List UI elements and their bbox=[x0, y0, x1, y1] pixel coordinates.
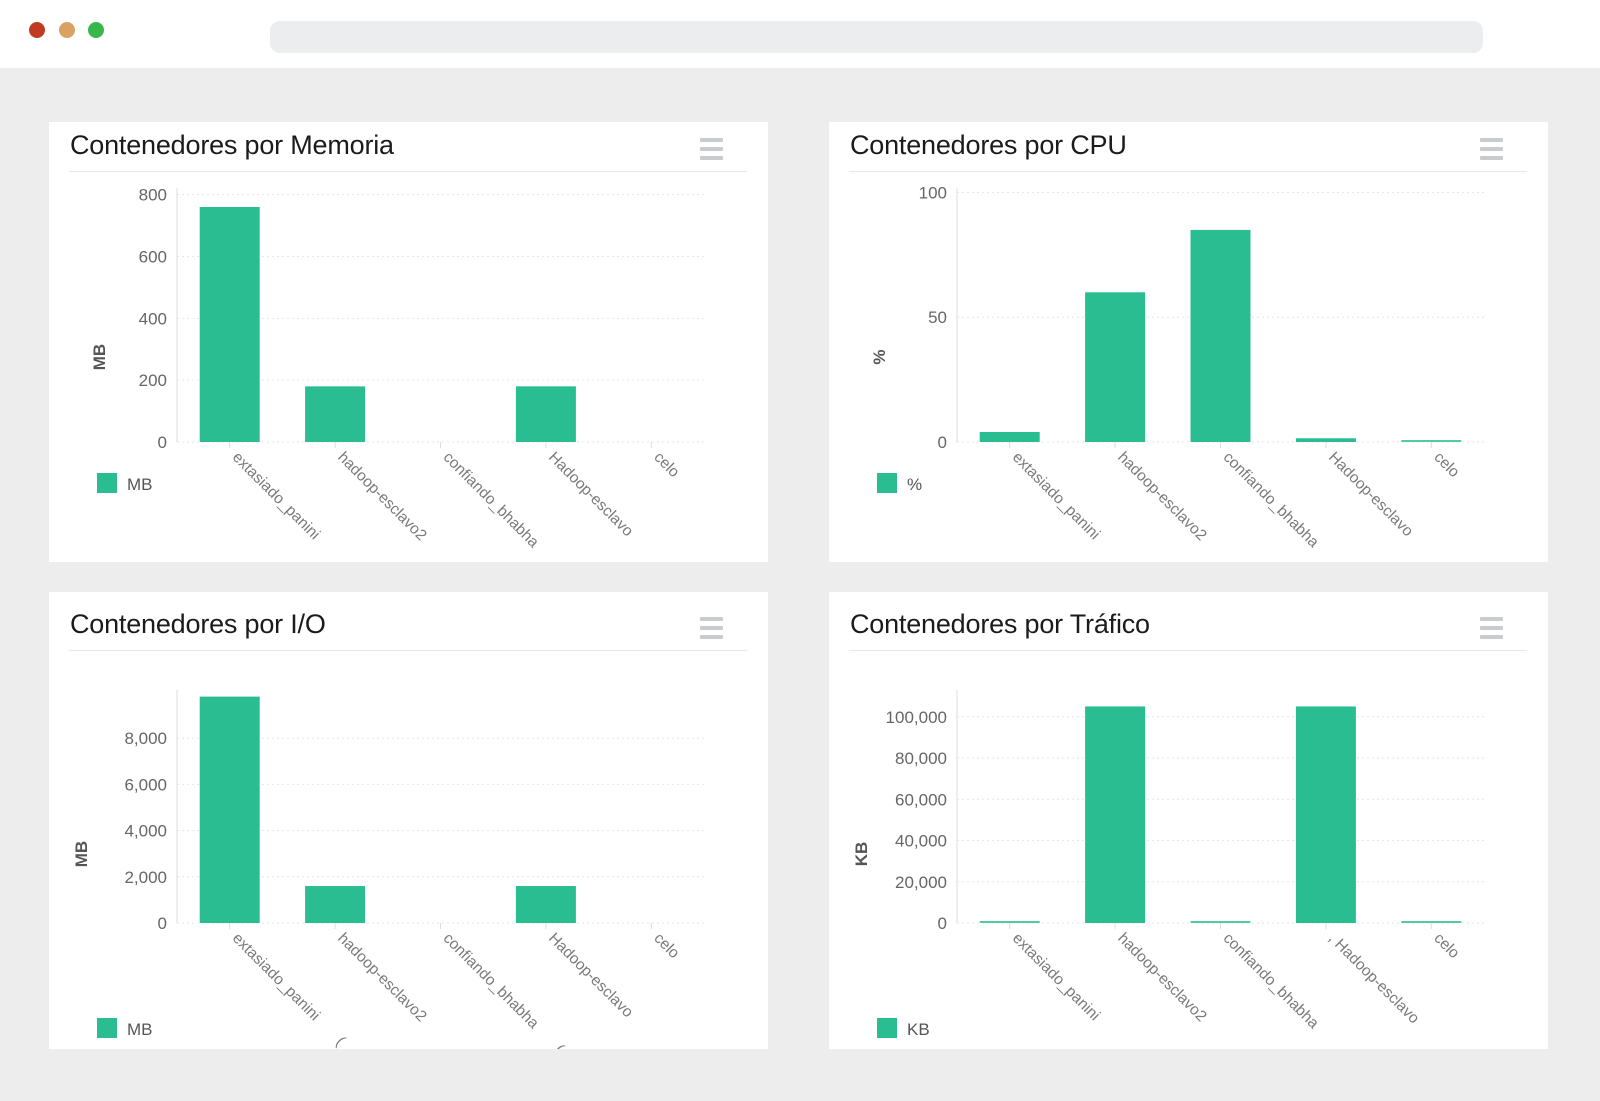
x-category-label: Hadoop-esclavo bbox=[545, 930, 636, 1021]
bar[interactable] bbox=[1085, 706, 1146, 923]
y-tick-label: 0 bbox=[158, 433, 167, 452]
x-category-label: celo bbox=[1430, 449, 1462, 481]
y-tick-label: 400 bbox=[139, 309, 167, 328]
legend-item[interactable]: % bbox=[877, 473, 922, 494]
legend-swatch-icon bbox=[97, 1018, 117, 1038]
bar-chart-cpu: 0 50 100 extasiado_panini hadoop-esclavo2 con… bbox=[870, 183, 1484, 551]
y-tick-label: 6,000 bbox=[124, 775, 167, 794]
y-axis-title: MB bbox=[72, 841, 91, 867]
y-axis-title: MB bbox=[90, 344, 109, 370]
legend-swatch-icon bbox=[97, 473, 117, 493]
x-category-label: hadoop-esclavo2 , bbox=[334, 930, 460, 1049]
legend-item[interactable]: MB bbox=[97, 1018, 153, 1039]
bar[interactable] bbox=[1085, 292, 1146, 442]
bar-chart-io: 0 2,000 4,000 6,000 8,000 extasiado_panini (h… bbox=[72, 690, 704, 1049]
y-tick-label: 80,000 bbox=[895, 749, 947, 768]
y-tick-label: 8,000 bbox=[124, 729, 167, 748]
bar[interactable] bbox=[305, 886, 366, 923]
y-tick-label: 20,000 bbox=[895, 873, 947, 892]
chart-menu-icon[interactable] bbox=[700, 138, 723, 160]
chart-menu-icon[interactable] bbox=[1480, 617, 1503, 639]
y-tick-label: 800 bbox=[139, 186, 167, 205]
x-category-label: extasiado_panini bbox=[1009, 930, 1103, 1024]
x-category-label: Hadoop-esclavo bbox=[545, 449, 636, 540]
x-category-label: confiando_bhabha ( bbox=[440, 930, 568, 1049]
bar[interactable] bbox=[199, 696, 260, 923]
x-category-label: hadoop-esclavo2 bbox=[1114, 930, 1210, 1026]
y-tick-label: 4,000 bbox=[124, 822, 167, 841]
x-category-label: Hadoop-esclavo bbox=[1325, 449, 1416, 540]
traffic-light-minimize-icon[interactable] bbox=[59, 22, 75, 38]
legend-swatch-icon bbox=[877, 1018, 897, 1038]
x-category-label: confiando_bhabha bbox=[1220, 449, 1322, 551]
url-bar[interactable] bbox=[270, 21, 1483, 53]
y-tick-label: 50 bbox=[928, 308, 947, 327]
bar[interactable] bbox=[515, 386, 576, 442]
legend-label: KB bbox=[907, 1020, 930, 1039]
title-divider bbox=[69, 650, 747, 651]
chart-card-cpu: 0 50 100 extasiado_panini hadoop-esclavo2 con… bbox=[829, 122, 1548, 562]
bar[interactable] bbox=[199, 207, 260, 442]
y-tick-label: 100,000 bbox=[886, 708, 947, 727]
chart-title: Contenedores por CPU bbox=[850, 130, 1127, 160]
x-category-label: , Hadoop-esclavo bbox=[1325, 930, 1422, 1027]
legend-swatch-icon bbox=[877, 473, 897, 493]
traffic-light-close-icon[interactable] bbox=[29, 22, 45, 38]
chart-title: Contenedores por Tráfico bbox=[850, 609, 1150, 639]
x-category-label: celo bbox=[650, 930, 682, 962]
legend-item[interactable]: KB bbox=[877, 1018, 930, 1039]
bar[interactable] bbox=[1295, 706, 1356, 923]
bar[interactable] bbox=[979, 921, 1040, 923]
bar[interactable] bbox=[1295, 438, 1356, 442]
y-tick-label: 2,000 bbox=[124, 868, 167, 887]
bar[interactable] bbox=[1190, 229, 1251, 442]
x-category-label: celo bbox=[650, 449, 682, 481]
traffic-light-maximize-icon[interactable] bbox=[88, 22, 104, 38]
bar[interactable] bbox=[515, 886, 576, 923]
browser-titlebar bbox=[0, 0, 1600, 68]
legend-label: MB bbox=[127, 475, 153, 494]
y-tick-label: 0 bbox=[938, 914, 947, 933]
y-tick-label: 60,000 bbox=[895, 790, 947, 809]
bar[interactable] bbox=[305, 386, 366, 442]
x-category-label: confiando_bhabha bbox=[1220, 930, 1322, 1032]
x-category-label: celo bbox=[1430, 930, 1462, 962]
title-divider bbox=[849, 171, 1527, 172]
y-tick-label: 0 bbox=[938, 433, 947, 452]
legend-label: MB bbox=[127, 1020, 153, 1039]
chart-card-io: 0 2,000 4,000 6,000 8,000 extasiado_panini (h… bbox=[49, 592, 768, 1049]
x-category-label: hadoop-esclavo2 bbox=[334, 449, 430, 545]
legend-item[interactable]: MB bbox=[97, 473, 153, 494]
y-tick-label: 0 bbox=[158, 914, 167, 933]
y-tick-label: 100 bbox=[919, 183, 947, 202]
y-tick-label: 200 bbox=[139, 371, 167, 390]
chart-title: Contenedores por Memoria bbox=[70, 130, 394, 160]
x-category-label: extasiado_panini bbox=[229, 449, 323, 543]
chart-title: Contenedores por I/O bbox=[70, 609, 326, 639]
x-category-label: extasiado_panini bbox=[1009, 449, 1103, 543]
bar-chart-trafico: 0 20,000 40,000 60,000 80,000 100,000 extasiad… bbox=[852, 690, 1484, 1039]
chart-card-memoria: 0 200 400 600 800 extasiado_panini hadoop-escl… bbox=[49, 122, 768, 562]
chart-card-trafico: 0 20,000 40,000 60,000 80,000 100,000 extasiad… bbox=[829, 592, 1548, 1049]
bar[interactable] bbox=[979, 432, 1040, 442]
bar-chart-memoria: 0 200 400 600 800 extasiado_panini hadoop-escl… bbox=[90, 186, 704, 551]
x-category-label: extasiado_panini ( bbox=[229, 930, 349, 1049]
y-axis-title: % bbox=[870, 349, 889, 364]
chart-menu-icon[interactable] bbox=[700, 617, 723, 639]
legend-label: % bbox=[907, 475, 922, 494]
x-category-label: hadoop-esclavo2 bbox=[1114, 449, 1210, 545]
bar[interactable] bbox=[1401, 440, 1462, 442]
chart-menu-icon[interactable] bbox=[1480, 138, 1503, 160]
y-axis-title: KB bbox=[852, 842, 871, 867]
bar[interactable] bbox=[1190, 921, 1251, 923]
y-tick-label: 600 bbox=[139, 247, 167, 266]
y-tick-label: 40,000 bbox=[895, 832, 947, 851]
x-category-label: confiando_bhabha bbox=[440, 449, 542, 551]
title-divider bbox=[849, 650, 1527, 651]
title-divider bbox=[69, 171, 747, 172]
bar[interactable] bbox=[1401, 921, 1462, 923]
